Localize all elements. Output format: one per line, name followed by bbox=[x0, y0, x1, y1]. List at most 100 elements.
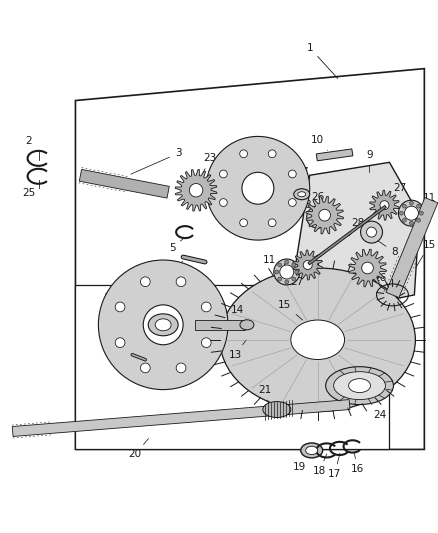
Circle shape bbox=[288, 170, 296, 178]
Text: 3: 3 bbox=[131, 148, 181, 174]
Text: 16: 16 bbox=[350, 452, 364, 474]
Text: 6: 6 bbox=[258, 143, 268, 166]
FancyBboxPatch shape bbox=[316, 149, 352, 161]
Ellipse shape bbox=[293, 189, 309, 200]
Polygon shape bbox=[292, 250, 322, 280]
Ellipse shape bbox=[325, 367, 392, 405]
Text: 23: 23 bbox=[198, 154, 216, 183]
Circle shape bbox=[201, 302, 211, 312]
Text: 1: 1 bbox=[306, 43, 337, 78]
Text: 27: 27 bbox=[388, 183, 405, 202]
Circle shape bbox=[189, 183, 202, 197]
Polygon shape bbox=[305, 196, 343, 234]
Ellipse shape bbox=[348, 378, 370, 393]
Ellipse shape bbox=[155, 319, 171, 331]
Circle shape bbox=[239, 219, 247, 227]
Circle shape bbox=[239, 150, 247, 158]
Ellipse shape bbox=[300, 443, 322, 458]
Polygon shape bbox=[175, 169, 216, 211]
Polygon shape bbox=[194, 320, 244, 330]
Text: 14: 14 bbox=[230, 305, 245, 320]
Polygon shape bbox=[294, 163, 418, 308]
Polygon shape bbox=[12, 400, 349, 437]
Text: 17: 17 bbox=[327, 453, 340, 479]
Text: 27: 27 bbox=[290, 270, 305, 287]
Circle shape bbox=[277, 277, 281, 281]
Circle shape bbox=[409, 221, 413, 225]
Text: 11: 11 bbox=[413, 193, 435, 211]
Circle shape bbox=[205, 136, 309, 240]
Circle shape bbox=[219, 199, 227, 206]
Text: 26: 26 bbox=[311, 192, 324, 211]
Circle shape bbox=[140, 277, 150, 287]
Text: 26: 26 bbox=[367, 268, 385, 283]
Text: 19: 19 bbox=[293, 455, 309, 472]
Circle shape bbox=[318, 209, 330, 221]
Circle shape bbox=[201, 338, 211, 348]
Circle shape bbox=[398, 200, 424, 226]
Circle shape bbox=[366, 227, 376, 237]
Circle shape bbox=[312, 212, 322, 222]
Circle shape bbox=[360, 221, 381, 243]
Circle shape bbox=[268, 150, 276, 158]
Circle shape bbox=[303, 261, 311, 270]
Polygon shape bbox=[79, 169, 169, 198]
Ellipse shape bbox=[240, 320, 253, 330]
Circle shape bbox=[379, 201, 388, 209]
Polygon shape bbox=[369, 190, 399, 220]
Circle shape bbox=[268, 219, 276, 227]
Circle shape bbox=[291, 263, 295, 267]
Circle shape bbox=[291, 277, 295, 281]
Circle shape bbox=[277, 263, 281, 267]
Text: 20: 20 bbox=[128, 439, 148, 459]
Circle shape bbox=[418, 211, 422, 215]
Circle shape bbox=[306, 206, 328, 228]
Polygon shape bbox=[75, 285, 389, 449]
Circle shape bbox=[115, 302, 125, 312]
Circle shape bbox=[143, 305, 183, 345]
Circle shape bbox=[416, 218, 420, 222]
Ellipse shape bbox=[290, 320, 344, 359]
Text: 7: 7 bbox=[301, 167, 307, 188]
Text: 11: 11 bbox=[263, 255, 282, 269]
Circle shape bbox=[402, 218, 406, 222]
Circle shape bbox=[288, 199, 296, 206]
Text: 25: 25 bbox=[22, 188, 35, 198]
Circle shape bbox=[399, 211, 403, 215]
Circle shape bbox=[140, 363, 150, 373]
Circle shape bbox=[361, 262, 372, 274]
Ellipse shape bbox=[333, 372, 385, 400]
Text: 21: 21 bbox=[258, 385, 271, 405]
Circle shape bbox=[98, 260, 227, 390]
Circle shape bbox=[176, 277, 185, 287]
Circle shape bbox=[241, 172, 273, 204]
Circle shape bbox=[402, 204, 406, 208]
Text: 18: 18 bbox=[312, 454, 326, 477]
Ellipse shape bbox=[219, 268, 414, 411]
Text: 8: 8 bbox=[374, 239, 397, 257]
Text: 9: 9 bbox=[365, 150, 372, 173]
Text: 28: 28 bbox=[348, 218, 364, 236]
Circle shape bbox=[294, 270, 298, 274]
Text: 12: 12 bbox=[103, 293, 128, 313]
Circle shape bbox=[409, 201, 413, 205]
Text: 15: 15 bbox=[278, 300, 302, 320]
Text: 8: 8 bbox=[304, 200, 317, 215]
Circle shape bbox=[176, 363, 185, 373]
Circle shape bbox=[284, 260, 288, 264]
Circle shape bbox=[219, 170, 227, 178]
Polygon shape bbox=[75, 69, 424, 449]
Text: 24: 24 bbox=[365, 397, 385, 419]
Polygon shape bbox=[348, 249, 385, 287]
Text: 15: 15 bbox=[415, 240, 435, 268]
Circle shape bbox=[279, 265, 293, 279]
Circle shape bbox=[274, 270, 278, 274]
Text: 5: 5 bbox=[169, 239, 183, 253]
Circle shape bbox=[284, 280, 288, 284]
Text: 13: 13 bbox=[228, 340, 246, 360]
Circle shape bbox=[416, 204, 420, 208]
Text: 4: 4 bbox=[169, 262, 182, 273]
Circle shape bbox=[403, 206, 417, 220]
Ellipse shape bbox=[297, 192, 305, 197]
Ellipse shape bbox=[262, 401, 290, 417]
